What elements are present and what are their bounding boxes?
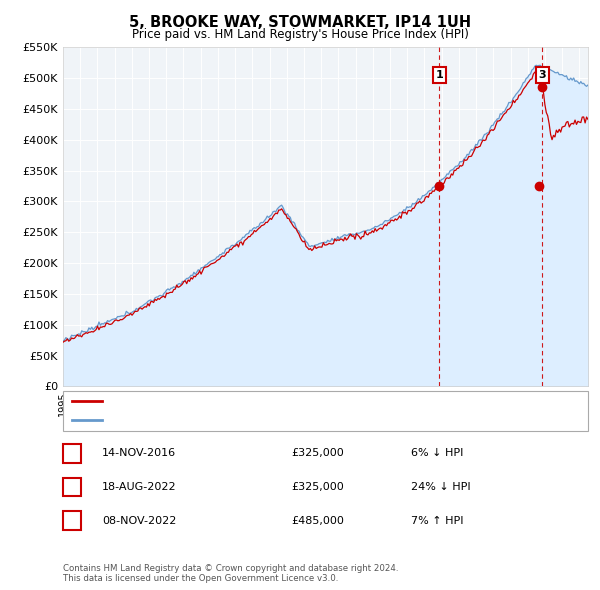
Text: 1: 1 [436,70,443,80]
Text: 5, BROOKE WAY, STOWMARKET, IP14 1UH (detached house): 5, BROOKE WAY, STOWMARKET, IP14 1UH (det… [108,396,421,407]
Text: 3: 3 [539,70,546,80]
Text: 1: 1 [68,447,76,460]
Text: 18-AUG-2022: 18-AUG-2022 [102,482,176,492]
Text: 24% ↓ HPI: 24% ↓ HPI [411,482,470,492]
Text: 2: 2 [68,480,76,494]
Text: Contains HM Land Registry data © Crown copyright and database right 2024.
This d: Contains HM Land Registry data © Crown c… [63,563,398,583]
Text: 3: 3 [68,514,76,527]
Text: 5, BROOKE WAY, STOWMARKET, IP14 1UH: 5, BROOKE WAY, STOWMARKET, IP14 1UH [129,15,471,30]
Text: 7% ↑ HPI: 7% ↑ HPI [411,516,463,526]
Text: 08-NOV-2022: 08-NOV-2022 [102,516,176,526]
Text: £485,000: £485,000 [291,516,344,526]
Text: 14-NOV-2016: 14-NOV-2016 [102,448,176,458]
Text: 6% ↓ HPI: 6% ↓ HPI [411,448,463,458]
Text: £325,000: £325,000 [291,448,344,458]
Text: HPI: Average price, detached house, Mid Suffolk: HPI: Average price, detached house, Mid … [108,415,359,425]
Text: £325,000: £325,000 [291,482,344,492]
Text: Price paid vs. HM Land Registry's House Price Index (HPI): Price paid vs. HM Land Registry's House … [131,28,469,41]
